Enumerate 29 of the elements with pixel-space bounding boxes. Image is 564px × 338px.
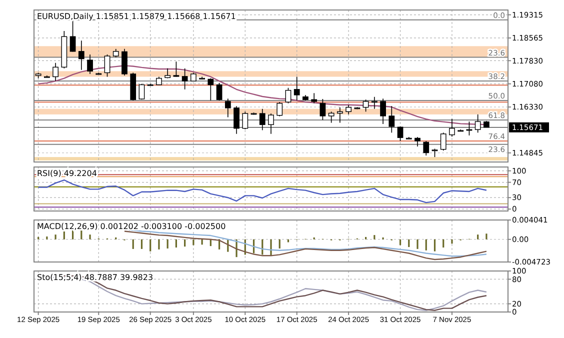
candlestick (164, 68, 171, 79)
candlestick (337, 106, 343, 124)
candlestick (182, 68, 188, 90)
candlestick (423, 140, 430, 156)
candlestick (311, 92, 318, 104)
candlestick (78, 40, 84, 70)
candlestick (440, 132, 446, 151)
line-series (38, 179, 488, 204)
candlestick (208, 78, 214, 101)
candlestick (328, 111, 334, 124)
candlestick (285, 87, 292, 104)
candlestick (216, 82, 222, 101)
chart-title: EURUSD,Daily 1.15851 1.15879 1.15668 1.15671 (37, 12, 236, 21)
candlestick (138, 83, 145, 100)
candlestick (414, 136, 420, 147)
candlestick (173, 61, 180, 78)
candlestick (224, 98, 231, 118)
candlestick (87, 54, 93, 74)
chart-title: MACD(12,26,9) 0.001202 -0.003100 -0.002500 (37, 222, 226, 231)
candlestick (104, 54, 110, 78)
candlestick (320, 98, 326, 120)
candlestick (380, 98, 386, 124)
candlestick (371, 96, 378, 110)
candlestick (346, 104, 352, 115)
candlestick (294, 76, 300, 101)
candlestick (122, 48, 128, 76)
candlestick (276, 102, 283, 117)
candlestick (362, 99, 369, 112)
candlestick (52, 62, 58, 82)
